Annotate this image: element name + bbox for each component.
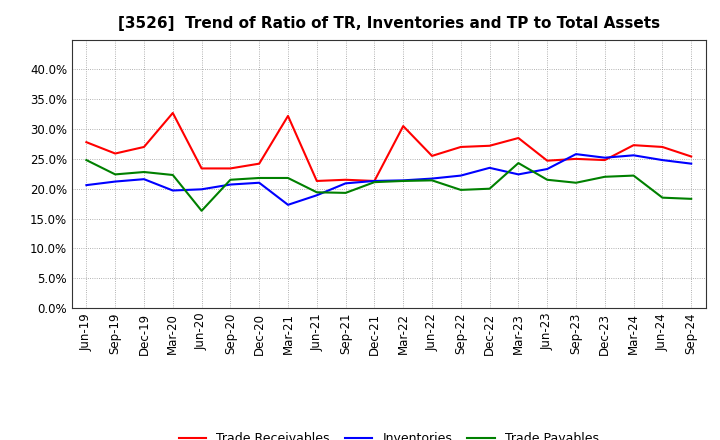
- Trade Payables: [456, 187, 465, 193]
- Trade Payables: [428, 178, 436, 183]
- Trade Receivables: [140, 144, 148, 150]
- Trade Payables: [226, 177, 235, 183]
- Trade Receivables: [629, 143, 638, 148]
- Inventories: [82, 183, 91, 188]
- Trade Receivables: [284, 114, 292, 119]
- Trade Receivables: [485, 143, 494, 148]
- Trade Payables: [600, 174, 609, 180]
- Trade Payables: [370, 180, 379, 185]
- Trade Payables: [197, 208, 206, 213]
- Inventories: [629, 153, 638, 158]
- Line: Inventories: Inventories: [86, 154, 691, 205]
- Trade Receivables: [168, 110, 177, 116]
- Trade Receivables: [399, 124, 408, 129]
- Inventories: [543, 166, 552, 172]
- Inventories: [572, 151, 580, 157]
- Line: Trade Receivables: Trade Receivables: [86, 113, 691, 181]
- Trade Receivables: [572, 156, 580, 161]
- Trade Payables: [140, 169, 148, 175]
- Inventories: [312, 193, 321, 198]
- Trade Payables: [82, 158, 91, 163]
- Inventories: [428, 176, 436, 181]
- Inventories: [370, 178, 379, 183]
- Trade Receivables: [255, 161, 264, 166]
- Trade Receivables: [428, 153, 436, 158]
- Inventories: [341, 181, 350, 186]
- Trade Payables: [629, 173, 638, 178]
- Trade Payables: [255, 175, 264, 180]
- Trade Payables: [168, 172, 177, 178]
- Inventories: [687, 161, 696, 166]
- Inventories: [168, 188, 177, 193]
- Inventories: [140, 176, 148, 182]
- Trade Payables: [572, 180, 580, 185]
- Trade Receivables: [312, 178, 321, 183]
- Trade Receivables: [111, 151, 120, 156]
- Line: Trade Payables: Trade Payables: [86, 160, 691, 211]
- Inventories: [600, 155, 609, 160]
- Inventories: [399, 178, 408, 183]
- Inventories: [284, 202, 292, 207]
- Trade Receivables: [226, 166, 235, 171]
- Trade Receivables: [687, 154, 696, 159]
- Inventories: [111, 179, 120, 184]
- Trade Payables: [543, 177, 552, 183]
- Inventories: [658, 158, 667, 163]
- Inventories: [197, 187, 206, 192]
- Trade Receivables: [514, 136, 523, 141]
- Trade Payables: [399, 178, 408, 183]
- Inventories: [485, 165, 494, 170]
- Trade Payables: [312, 190, 321, 195]
- Trade Receivables: [543, 158, 552, 163]
- Trade Receivables: [370, 178, 379, 183]
- Trade Receivables: [600, 158, 609, 163]
- Trade Receivables: [197, 166, 206, 171]
- Trade Payables: [485, 186, 494, 191]
- Trade Payables: [284, 175, 292, 180]
- Trade Receivables: [456, 144, 465, 150]
- Trade Payables: [341, 190, 350, 195]
- Inventories: [226, 182, 235, 187]
- Legend: Trade Receivables, Inventories, Trade Payables: Trade Receivables, Inventories, Trade Pa…: [174, 427, 604, 440]
- Trade Receivables: [82, 139, 91, 145]
- Trade Payables: [687, 196, 696, 202]
- Trade Receivables: [658, 144, 667, 150]
- Inventories: [514, 172, 523, 177]
- Trade Payables: [514, 161, 523, 166]
- Trade Receivables: [341, 177, 350, 183]
- Title: [3526]  Trend of Ratio of TR, Inventories and TP to Total Assets: [3526] Trend of Ratio of TR, Inventories…: [118, 16, 660, 32]
- Inventories: [456, 173, 465, 178]
- Trade Payables: [111, 172, 120, 177]
- Inventories: [255, 180, 264, 185]
- Trade Payables: [658, 195, 667, 200]
